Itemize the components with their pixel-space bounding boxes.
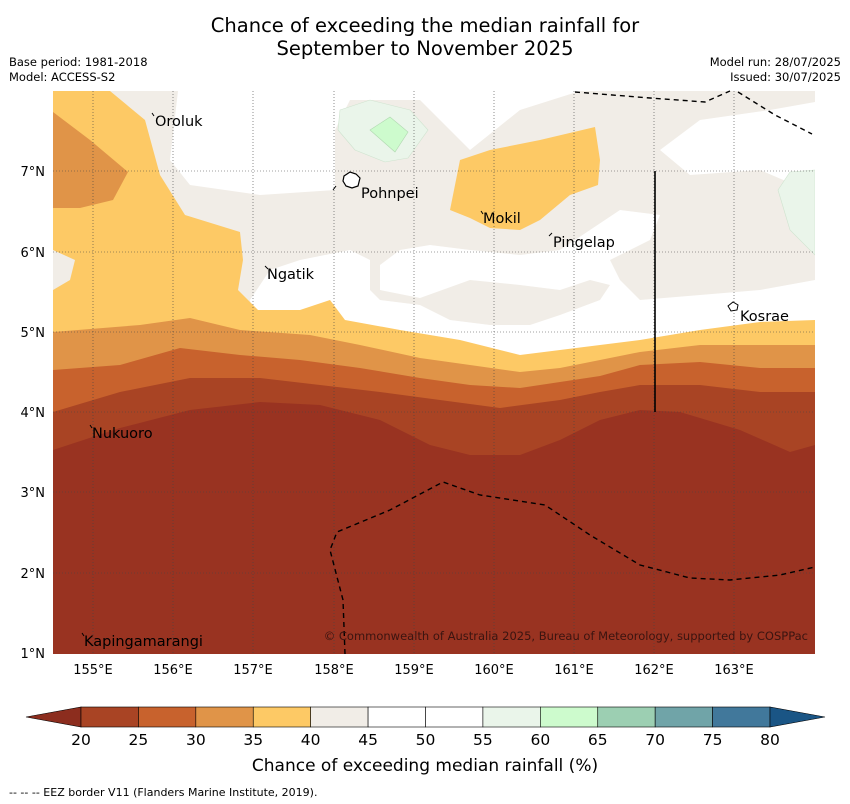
colorbar-tick-label: 35 — [243, 731, 263, 749]
lat-label: 7°N — [21, 165, 46, 180]
place-pohnpei: Pohnpei — [361, 186, 419, 202]
colorbar-tick-label: 70 — [645, 731, 665, 749]
lon-label: 160°E — [474, 663, 514, 678]
lon-label: 158°E — [314, 663, 354, 678]
colorbar-swatch — [654, 706, 713, 728]
colorbar-tick-label: 45 — [358, 731, 378, 749]
lon-axis: 155°E 156°E 157°E 158°E 159°E 160°E 161°… — [73, 663, 754, 678]
eez-footer: -- -- -- EEZ border V11 (Flanders Marine… — [9, 786, 318, 799]
map-title: Chance of exceeding the median rainfall … — [0, 14, 850, 60]
colorbar-tick-label: 65 — [588, 731, 608, 749]
colorbar-swatch — [597, 706, 656, 728]
issued-date: Issued: 30/07/2025 — [730, 70, 841, 84]
place-kapingamarangi: Kapingamarangi — [84, 634, 203, 650]
eez-borders — [329, 90, 816, 655]
lon-label: 163°E — [714, 663, 754, 678]
colorbar-swatch — [138, 706, 197, 728]
place-ngatik: Ngatik — [267, 267, 315, 283]
lon-label: 159°E — [394, 663, 434, 678]
lat-label: 6°N — [21, 246, 46, 261]
colorbar-tick-label: 40 — [301, 731, 321, 749]
place-pingelap: Pingelap — [553, 235, 615, 251]
colorbar-swatch — [540, 706, 599, 728]
island-ticks — [81, 112, 553, 637]
title-line-1: Chance of exceeding the median rainfall … — [210, 14, 640, 37]
band-30-35-nw — [53, 112, 128, 208]
colorbar-extend-over — [769, 706, 826, 728]
lon-label: 155°E — [73, 663, 113, 678]
colorbar-tick-label: 25 — [129, 731, 149, 749]
title-line-2: September to November 2025 — [276, 37, 574, 60]
colorbar-tick-label: 55 — [473, 731, 493, 749]
gridlines — [53, 91, 815, 654]
band-below-20 — [53, 402, 815, 654]
colorbar-tick-label: 20 — [71, 731, 91, 749]
colorbar-swatch — [425, 706, 484, 728]
colorbar-swatch — [712, 706, 771, 728]
place-kosrae: Kosrae — [740, 309, 789, 325]
colorbar: 20 25 30 35 40 45 50 55 60 65 70 75 80 — [25, 706, 826, 749]
lon-label: 162°E — [634, 663, 674, 678]
place-mokil: Mokil — [483, 211, 521, 227]
colorbar-tick-label: 75 — [703, 731, 723, 749]
pohnpei-island-outline — [342, 171, 361, 189]
colorbar-swatch — [195, 706, 254, 728]
lon-label: 161°E — [554, 663, 594, 678]
lat-label: 4°N — [21, 406, 46, 421]
lat-label: 1°N — [21, 647, 46, 662]
colorbar-tick-label: 50 — [416, 731, 436, 749]
copyright-text: © Commonwealth of Australia 2025, Bureau… — [324, 629, 808, 643]
colorbar-swatch — [367, 706, 426, 728]
band-35-40-mokil — [450, 127, 600, 230]
lat-label: 3°N — [21, 486, 46, 501]
band-40-45 — [53, 91, 815, 330]
kosrae-island-outline — [727, 301, 739, 312]
colorbar-tick-label: 30 — [186, 731, 206, 749]
lon-label: 156°E — [153, 663, 193, 678]
colorbar-swatch — [482, 706, 541, 728]
lat-axis: 7°N 6°N 5°N 4°N 3°N 2°N 1°N — [21, 165, 46, 662]
lat-label: 2°N — [21, 567, 46, 582]
colorbar-extend-under — [25, 706, 82, 728]
lon-label: 157°E — [233, 663, 273, 678]
model-run: Model run: 28/07/2025 — [709, 55, 841, 69]
colorbar-tick-label: 60 — [530, 731, 550, 749]
place-oroluk: Oroluk — [155, 114, 203, 130]
meta-left: Base period: 1981-2018 Model: ACCESS-S2 — [9, 55, 148, 85]
pohnpei-tick — [332, 185, 337, 191]
colorbar-tick-label: 80 — [760, 731, 780, 749]
colorbar-swatch — [252, 706, 311, 728]
map-area — [53, 91, 815, 654]
meta-right: Model run: 28/07/2025 Issued: 30/07/2025 — [710, 55, 841, 85]
colorbar-label: Chance of exceeding median rainfall (%) — [251, 756, 599, 776]
band-60-65-a — [369, 116, 409, 153]
colorbar-swatch — [310, 706, 369, 728]
lat-label: 5°N — [21, 326, 46, 341]
base-period: Base period: 1981-2018 — [9, 55, 148, 69]
band-55-60-b — [777, 169, 815, 256]
model-name: Model: ACCESS-S2 — [9, 70, 116, 84]
colorbar-swatch — [80, 706, 139, 728]
place-nukuoro: Nukuoro — [92, 426, 153, 442]
